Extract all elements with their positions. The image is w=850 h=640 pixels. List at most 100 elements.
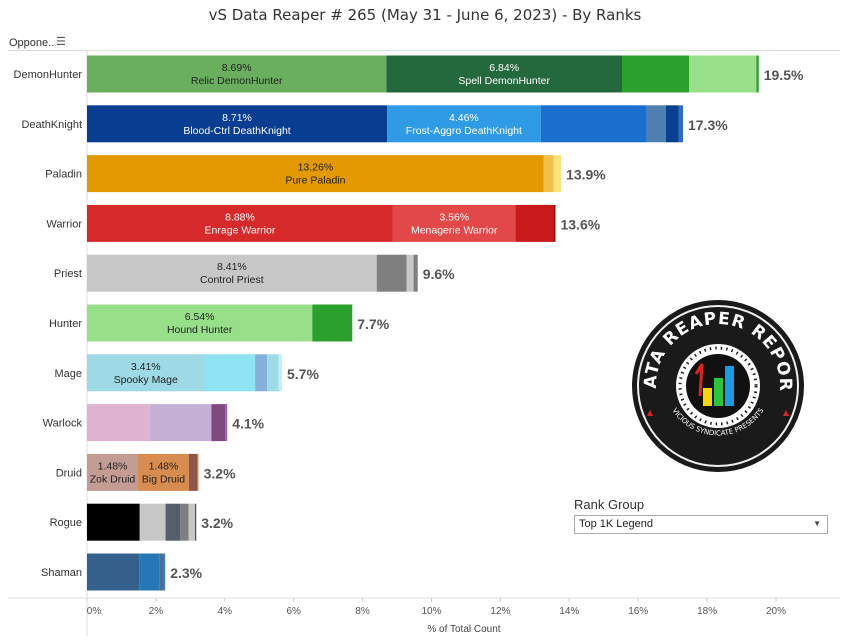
bar-segment — [165, 503, 181, 541]
bar-segment — [87, 105, 388, 143]
x-axis-title: % of Total Count — [427, 624, 500, 635]
rank-group-label: Rank Group — [574, 497, 645, 512]
segment-archetype-label: Spell DemonHunter — [458, 75, 550, 87]
bar-segment — [387, 105, 541, 143]
bar-segment — [149, 404, 212, 442]
bar-segment — [392, 204, 516, 242]
segment-archetype-label: Control Priest — [200, 274, 264, 286]
x-tick-label: 20% — [766, 606, 786, 617]
chevron-down-icon: ▼ — [813, 519, 821, 528]
bar-segment — [87, 503, 140, 541]
bar-segment — [543, 155, 554, 193]
bar-segment — [87, 55, 387, 93]
segment-archetype-label: Hound Hunter — [167, 324, 233, 336]
rank-group-dropdown[interactable]: Top 1K Legend ▼ — [574, 515, 828, 534]
category-label: Mage — [54, 368, 82, 380]
x-tick-label: 10% — [421, 606, 441, 617]
bar-segment — [139, 553, 160, 591]
bar-segment — [622, 55, 690, 93]
category-label: DeathKnight — [21, 119, 82, 131]
category-label: DemonHunter — [14, 69, 83, 81]
bar-segment — [163, 553, 166, 591]
divider — [8, 50, 840, 51]
segment-percent-label: 8.41% — [217, 261, 247, 273]
category-label: Priest — [54, 268, 82, 280]
segment-percent-label: 8.71% — [222, 112, 252, 124]
bar-segment — [553, 155, 562, 193]
bar-segment — [211, 404, 226, 442]
bar-segment — [225, 404, 228, 442]
bar-segment — [87, 553, 140, 591]
data-reaper-report-logo: DATA REAPER REPORT VICIOUS SYNDICATE PRE… — [630, 298, 804, 472]
bar-segment — [386, 55, 623, 93]
bar-segment — [197, 453, 199, 491]
x-tick-label: 6% — [286, 606, 301, 617]
bar-segment — [413, 254, 418, 292]
x-tick-label: 0% — [87, 606, 102, 617]
x-tick-label: 2% — [149, 606, 164, 617]
segment-percent-label: 13.26% — [298, 162, 334, 174]
bar-segment — [87, 404, 150, 442]
total-label: 4.1% — [232, 416, 264, 432]
bar-segment — [137, 453, 189, 491]
total-label: 9.6% — [423, 266, 455, 282]
segment-percent-label: 3.56% — [439, 211, 469, 223]
bar-segment — [87, 354, 205, 392]
bar-segment — [204, 354, 256, 392]
total-label: 2.3% — [170, 565, 202, 581]
bar-segment — [267, 354, 279, 392]
bar-segment — [188, 503, 196, 541]
total-label: 17.3% — [688, 117, 728, 133]
category-label: Paladin — [45, 169, 82, 181]
total-label: 7.7% — [357, 316, 389, 332]
segment-percent-label: 8.69% — [222, 62, 252, 74]
bar-segment — [87, 453, 138, 491]
sort-icon[interactable]: ☰ — [56, 36, 66, 48]
x-tick-label: 16% — [628, 606, 648, 617]
bar-segment — [312, 304, 353, 342]
total-label: 3.2% — [204, 465, 236, 481]
bar-segment — [553, 204, 556, 242]
segment-percent-label: 6.54% — [185, 311, 215, 323]
bar-segment — [188, 453, 198, 491]
total-label: 3.2% — [201, 515, 233, 531]
category-label: Rogue — [50, 517, 82, 529]
bar-segment — [540, 105, 647, 143]
bar-segment — [255, 354, 268, 392]
category-label: Hunter — [49, 318, 82, 330]
segment-percent-label: 8.88% — [225, 211, 255, 223]
bar-segment — [195, 503, 197, 541]
bar-segment — [180, 503, 189, 541]
bar-segment — [665, 105, 679, 143]
segment-archetype-label: Spooky Mage — [114, 374, 178, 386]
bar-segment — [515, 204, 554, 242]
total-label: 19.5% — [764, 67, 804, 83]
x-tick-label: 8% — [355, 606, 370, 617]
rank-group-selected: Top 1K Legend — [579, 518, 654, 530]
segment-percent-label: 3.41% — [131, 361, 161, 373]
bar-segment — [87, 304, 313, 342]
opponent-axis-header[interactable]: Oppone.. — [9, 37, 55, 49]
bar-segment — [646, 105, 666, 143]
total-label: 13.6% — [561, 216, 601, 232]
segment-percent-label: 1.48% — [98, 460, 128, 472]
category-label: Shaman — [41, 567, 82, 579]
bar-segment — [678, 105, 683, 143]
category-label: Druid — [56, 467, 82, 479]
total-label: 5.7% — [287, 366, 319, 382]
bar-segment — [87, 155, 544, 193]
segment-archetype-label: Frost-Aggro DeathKnight — [406, 125, 522, 137]
total-label: 13.9% — [566, 167, 606, 183]
segment-archetype-label: Zok Druid — [90, 473, 136, 485]
bar-segment — [87, 204, 393, 242]
segment-archetype-label: Enrage Warrior — [205, 224, 276, 236]
x-tick-label: 12% — [490, 606, 510, 617]
bar-segment — [139, 503, 166, 541]
x-tick-label: 18% — [697, 606, 717, 617]
segment-percent-label: 6.84% — [489, 62, 519, 74]
x-tick-label: 4% — [218, 606, 233, 617]
bar-segment — [689, 55, 757, 93]
segment-percent-label: 1.48% — [149, 460, 179, 472]
x-tick-label: 14% — [559, 606, 579, 617]
